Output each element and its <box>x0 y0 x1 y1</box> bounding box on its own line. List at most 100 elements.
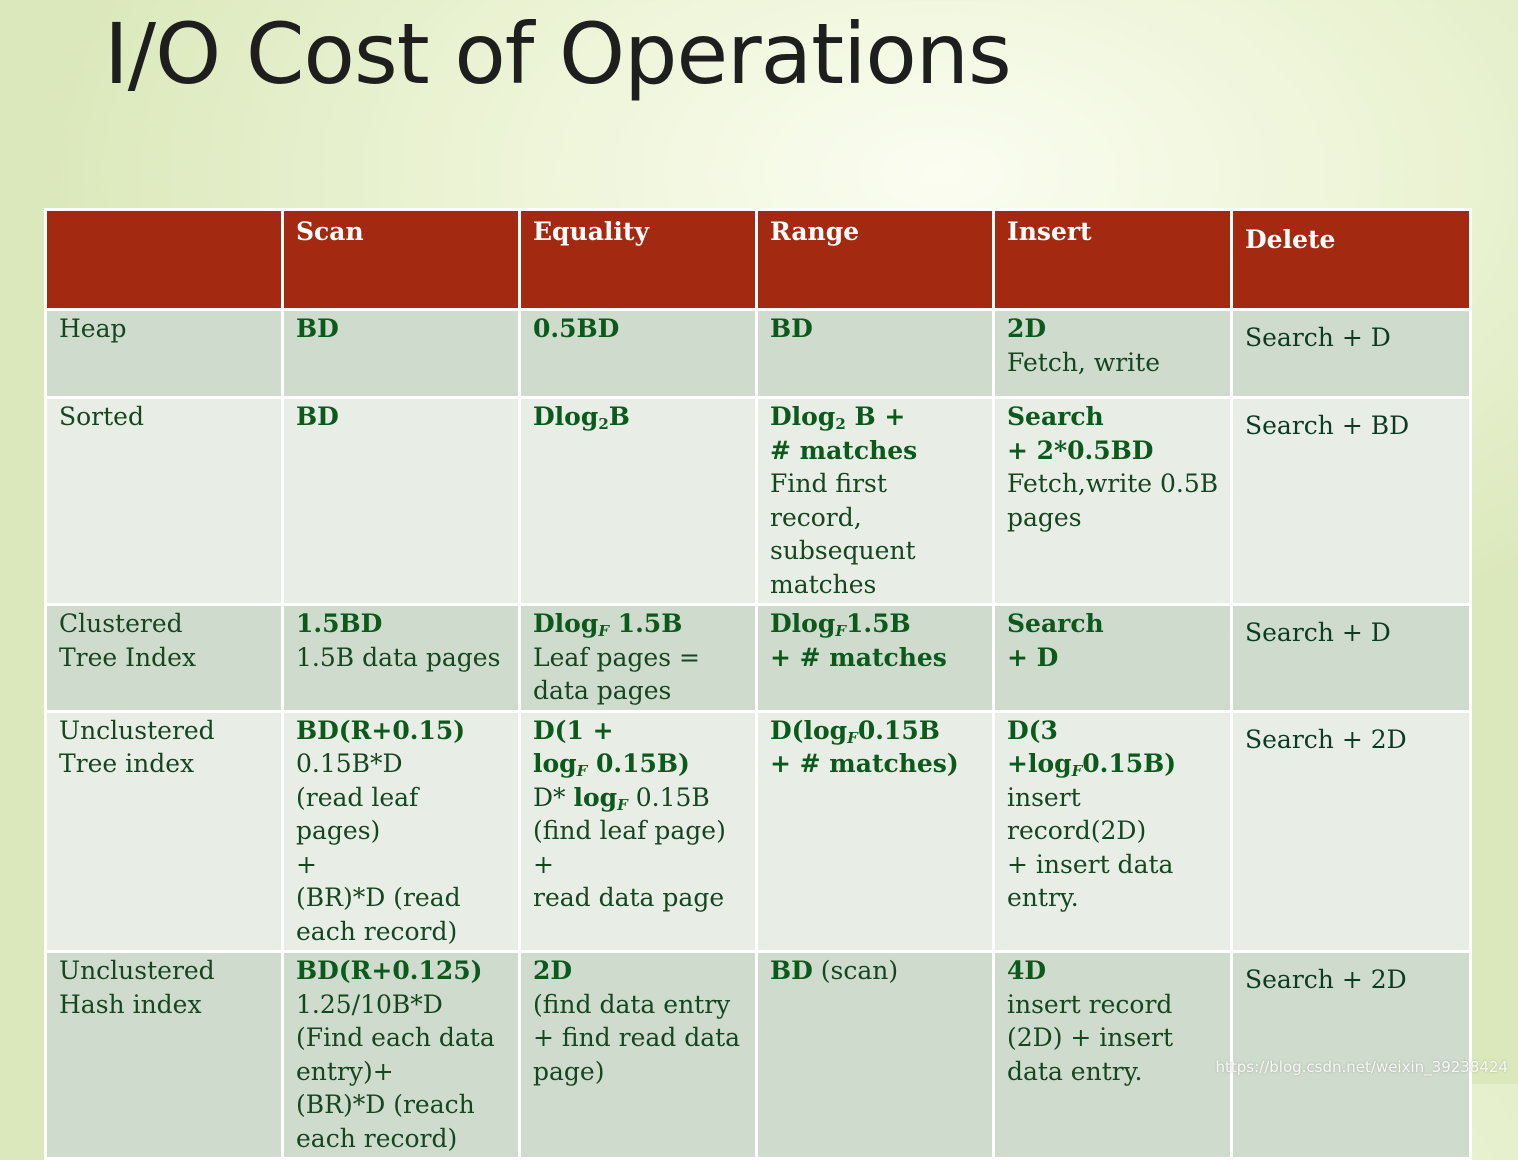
cell-delete: Search + D <box>1230 308 1472 399</box>
subscript: 2 <box>835 415 846 433</box>
cell-line: BD <box>296 314 339 343</box>
cell-line: (BR)*D (reach <box>296 1090 475 1119</box>
row-label-line: Heap <box>59 314 127 343</box>
cell-line: Dlog2B <box>533 402 630 433</box>
cell-line: BD(R+0.125) <box>296 956 483 985</box>
header-delete: Delete <box>1230 208 1472 311</box>
watermark: https://blog.csdn.net/weixin_39238424 <box>1215 1058 1508 1076</box>
cell-line: insert record(2D) <box>1007 782 1147 846</box>
cell-line: subsequent <box>770 536 916 565</box>
cell-line: Find first record, <box>770 469 887 532</box>
cell-range: BD <box>755 308 995 399</box>
cell-line: (Find each data <box>296 1023 495 1052</box>
cell-line: BD (scan) <box>770 956 899 985</box>
cell-delete: Search + D <box>1230 603 1472 713</box>
cell-line: + find read data <box>533 1023 741 1052</box>
cell-line: BD(R+0.15) <box>296 715 466 745</box>
cell-scan: BD <box>281 308 521 399</box>
io-cost-table: Scan Equality Range Insert Delete Heap BD… <box>44 208 1472 1160</box>
cell-line: 4D <box>1007 956 1047 985</box>
cell-insert: 2D Fetch, write <box>992 308 1233 399</box>
header-range: Range <box>755 208 995 311</box>
subscript: F <box>835 622 846 640</box>
cell-line: 0.15B*D <box>296 749 403 778</box>
cell-line: + insert data <box>1007 849 1174 879</box>
table-row: Unclustered Tree index BD(R+0.15) 0.15B*D (r… <box>44 709 1472 953</box>
cell-equality: D(1 + logF 0.15B) D* logF 0.15B (find leaf … <box>518 709 758 953</box>
cell-line: read data page <box>533 883 725 912</box>
cell-line: D* logF 0.15B <box>533 782 710 814</box>
cell-line: DlogF 1.5B <box>533 609 683 640</box>
table-row: Sorted BD Dlog2B Dlog2 B + # matches Find fir… <box>44 396 1472 606</box>
cell-delete: Search + 2D <box>1230 950 1472 1160</box>
cell-line: 0.5BD <box>533 314 620 343</box>
row-label-line: Tree Index <box>59 642 197 672</box>
table-row: Heap BD 0.5BD BD 2D Fetch, write Search + D <box>44 308 1472 399</box>
cell-insert: D(3 +logF0.15B) insert record(2D) + insert… <box>992 709 1233 953</box>
cell-line: + 2*0.5BD <box>1007 435 1154 465</box>
table-header-row: Scan Equality Range Insert Delete <box>44 208 1472 311</box>
cell-bold-fragment: logF <box>573 782 628 814</box>
cell-line: (read leaf pages) <box>296 782 419 846</box>
cell-scan: 1.5BD 1.5B data pages <box>281 603 521 713</box>
cell-line: insert record <box>1007 989 1173 1019</box>
cell-delete: Search + BD <box>1230 396 1472 606</box>
cell-line: logF 0.15B) <box>533 749 690 780</box>
cell-line: (find data entry <box>533 989 731 1019</box>
subscript: F <box>576 762 588 780</box>
header-equality: Equality <box>518 208 758 311</box>
cell-line: each record) <box>296 916 458 946</box>
cell-scan: BD(R+0.125) 1.25/10B*D (Find each data entr… <box>281 950 521 1160</box>
cell-line: 1.5BD <box>296 609 383 638</box>
cell-equality: DlogF 1.5B Leaf pages = data pages <box>518 603 758 713</box>
row-label-line: Tree index <box>59 749 195 778</box>
cell-normal-fragment: (scan) <box>812 956 899 985</box>
cell-scan: BD <box>281 396 521 606</box>
cell-line: Leaf pages = <box>533 642 700 672</box>
subscript: F <box>598 622 609 640</box>
cell-line: BD <box>296 402 339 431</box>
cell-line: page) <box>533 1056 605 1086</box>
slide-title: I/O Cost of Operations <box>104 5 1012 103</box>
cell-line: data entry. <box>1007 1056 1143 1086</box>
cell-normal-fragment: 0.15B <box>627 782 710 812</box>
cell-line: data pages <box>533 676 672 705</box>
cell-line: pages <box>1007 502 1082 532</box>
cell-line: 2D <box>533 956 573 985</box>
header-insert: Insert <box>992 208 1233 311</box>
table-row: Unclustered Hash index BD(R+0.125) 1.25/10B… <box>44 950 1472 1160</box>
cell-line: (BR)*D (read <box>296 883 461 912</box>
cell-insert: Search + D <box>992 603 1233 713</box>
cell-range: D(logF0.15B + # matches) <box>755 709 995 953</box>
cell-line: 1.5B data pages <box>296 642 501 672</box>
cell-range: DlogF1.5B + # matches <box>755 603 995 713</box>
table-row: Clustered Tree Index 1.5BD 1.5B data pages D… <box>44 603 1472 713</box>
cell-insert: 4D insert record (2D) + insert data entry. <box>992 950 1233 1160</box>
cell-line: Search <box>1007 609 1104 638</box>
cell-line: + # matches) <box>770 749 959 778</box>
cell-line: + D <box>1007 642 1059 672</box>
cell-line: matches <box>770 569 877 599</box>
cell-equality: 0.5BD <box>518 308 758 399</box>
cell-scan: BD(R+0.15) 0.15B*D (read leaf pages) + (BR)*… <box>281 709 521 953</box>
cell-line: (2D) + insert <box>1007 1023 1174 1052</box>
cell-line: DlogF1.5B <box>770 609 911 640</box>
cell-line: 2D <box>1007 314 1047 343</box>
subscript: F <box>847 728 858 747</box>
row-label-line: Sorted <box>59 402 144 431</box>
cell-line: each record) <box>296 1123 458 1153</box>
row-label: Heap <box>44 308 284 399</box>
cell-range: Dlog2 B + # matches Find first record, subs… <box>755 396 995 606</box>
row-label: Clustered Tree Index <box>44 603 284 713</box>
header-empty <box>44 208 284 311</box>
cell-equality: 2D (find data entry + find read data page) <box>518 950 758 1160</box>
cell-line: # matches <box>770 435 918 465</box>
cell-line: D(logF0.15B <box>770 715 940 747</box>
cell-line: D(3 +logF0.15B) <box>1007 715 1177 780</box>
cell-line: entry)+ <box>296 1056 394 1086</box>
table-body: Heap BD 0.5BD BD 2D Fetch, write Search + D Sor… <box>44 308 1472 1160</box>
row-label: Unclustered Hash index <box>44 950 284 1160</box>
cell-equality: Dlog2B <box>518 396 758 606</box>
cell-range: BD (scan) <box>755 950 995 1160</box>
cell-delete: Search + 2D <box>1230 709 1472 953</box>
